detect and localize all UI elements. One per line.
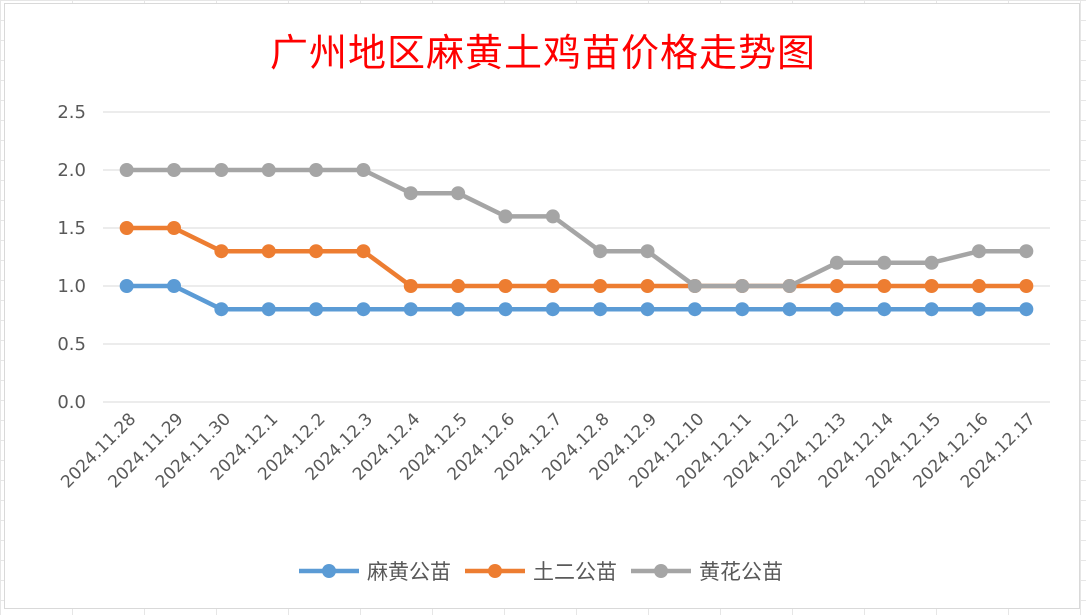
y-tick-label: 2.5	[57, 102, 86, 123]
data-point	[545, 279, 560, 293]
y-tick-label: 1.0	[57, 276, 86, 297]
data-point	[119, 163, 134, 177]
x-axis-ticks: 2024.11.282024.11.292024.11.302024.12.12…	[57, 409, 1040, 492]
y-tick-label: 0.5	[57, 334, 86, 355]
series-line	[126, 283, 1027, 312]
data-point	[119, 221, 134, 235]
legend-label: 土二公苗	[533, 560, 617, 584]
y-axis-ticks: 0.0 0.5 1.0 1.5 2.0 2.5	[57, 102, 86, 413]
legend: 麻黄公苗 土二公苗 黄花公苗	[0, 556, 1086, 586]
data-point	[356, 244, 371, 259]
data-point	[640, 244, 655, 259]
series-lines	[119, 163, 1034, 317]
legend-label: 麻黄公苗	[367, 560, 451, 584]
data-point	[593, 302, 608, 317]
data-point	[545, 302, 560, 317]
data-point	[924, 255, 939, 270]
data-point	[309, 244, 324, 259]
data-point	[167, 163, 182, 177]
data-point	[451, 186, 466, 201]
data-point	[545, 209, 560, 224]
data-point	[167, 221, 182, 235]
y-tick-label: 0.0	[57, 392, 86, 413]
data-point	[403, 186, 418, 201]
gridlines	[103, 111, 1050, 403]
legend-item: 黄花公苗	[629, 556, 783, 586]
data-point	[735, 279, 750, 293]
data-point	[687, 302, 702, 317]
data-point	[877, 279, 892, 293]
data-point	[214, 302, 229, 317]
data-point	[356, 163, 371, 177]
data-point	[782, 302, 797, 317]
series-line	[126, 167, 1027, 289]
data-point	[261, 302, 276, 317]
data-point	[1019, 279, 1034, 293]
data-point	[451, 302, 466, 317]
data-point	[877, 302, 892, 317]
data-point	[877, 255, 892, 270]
series-2	[119, 221, 1034, 293]
data-point	[498, 209, 513, 224]
legend-item: 麻黄公苗	[297, 556, 451, 586]
data-point	[971, 244, 986, 259]
data-point	[971, 302, 986, 317]
data-point	[782, 279, 797, 293]
data-point	[214, 244, 229, 259]
data-point	[971, 279, 986, 293]
legend-swatch	[299, 564, 359, 578]
data-point	[167, 279, 182, 293]
chart-title: 广州地区麻黄土鸡苗价格走势图	[269, 31, 816, 75]
data-point	[829, 302, 844, 317]
data-point	[451, 279, 466, 293]
legend-swatch	[465, 564, 525, 578]
legend-label: 黄花公苗	[699, 560, 783, 584]
data-point	[261, 163, 276, 177]
data-point	[687, 279, 702, 293]
y-tick-label: 1.5	[57, 218, 86, 239]
data-point	[309, 163, 324, 177]
legend-item: 土二公苗	[463, 556, 617, 586]
y-tick-label: 2.0	[57, 160, 86, 181]
data-point	[640, 279, 655, 293]
data-point	[403, 279, 418, 293]
data-point	[829, 279, 844, 293]
data-point	[1019, 302, 1034, 317]
data-point	[1019, 244, 1034, 259]
series-1	[119, 279, 1034, 317]
data-point	[593, 244, 608, 259]
data-point	[309, 302, 324, 317]
series-line	[126, 225, 1027, 289]
data-point	[119, 279, 134, 293]
data-point	[498, 279, 513, 293]
series-3	[119, 163, 1034, 293]
data-point	[593, 279, 608, 293]
data-point	[261, 244, 276, 259]
data-point	[829, 255, 844, 270]
chart-area[interactable]	[4, 3, 1080, 609]
data-point	[214, 163, 229, 177]
data-point	[356, 302, 371, 317]
data-point	[924, 279, 939, 293]
data-point	[640, 302, 655, 317]
legend-swatch	[631, 564, 691, 578]
data-point	[403, 302, 418, 317]
data-point	[498, 302, 513, 317]
data-point	[924, 302, 939, 317]
data-point	[735, 302, 750, 317]
